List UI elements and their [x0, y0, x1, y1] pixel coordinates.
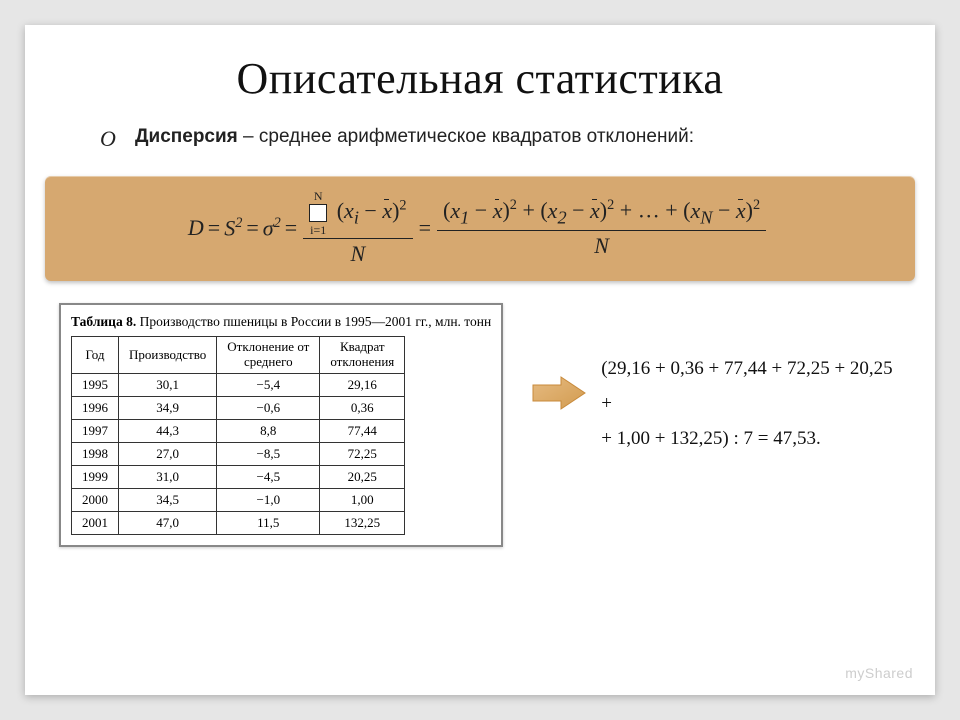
table-cell: 2001	[72, 512, 119, 535]
calculation-area: (29,16 + 0,36 + 77,44 + 72,25 + 20,25 + …	[531, 303, 915, 456]
table-cell: −4,5	[217, 466, 320, 489]
table-caption: Таблица 8. Производство пшеницы в России…	[71, 313, 491, 331]
watermark: myShared	[845, 665, 913, 681]
table-header: Отклонение отсреднего	[217, 337, 320, 374]
frac-expanded: (x1 − x)2 + (x2 − x)2 + … + (xN − x)2 N	[437, 197, 766, 259]
sum-icon: N i=1	[309, 190, 327, 236]
page-title: Описательная статистика	[25, 25, 935, 116]
table-cell: 77,44	[320, 420, 405, 443]
table-cell: 31,0	[119, 466, 217, 489]
table-cell: 27,0	[119, 443, 217, 466]
table-cell: 29,16	[320, 374, 405, 397]
slide: Описательная статистика O Дисперсия – ср…	[25, 25, 935, 695]
table-row: 199827,0−8,572,25	[72, 443, 405, 466]
table-cell: 8,8	[217, 420, 320, 443]
table-row: 199744,38,877,44	[72, 420, 405, 443]
formula-lhs: D = S2 = σ2 =	[188, 215, 297, 241]
table-cell: 34,5	[119, 489, 217, 512]
table-cell: 1996	[72, 397, 119, 420]
table-cell: 30,1	[119, 374, 217, 397]
table-cell: −8,5	[217, 443, 320, 466]
calc-line-2: + 1,00 + 132,25) : 7 = 47,53.	[601, 421, 895, 456]
data-table-box: Таблица 8. Производство пшеницы в России…	[59, 303, 503, 547]
frac-sum: N i=1 (xi − x)2 N	[303, 190, 412, 267]
table-cell: 47,0	[119, 512, 217, 535]
table-cell: 72,25	[320, 443, 405, 466]
table-cell: 132,25	[320, 512, 405, 535]
sym-sigma: σ2	[263, 215, 281, 241]
table-cell: 44,3	[119, 420, 217, 443]
table-cell: 0,36	[320, 397, 405, 420]
arrow-icon	[531, 373, 587, 413]
table-cell: 34,9	[119, 397, 217, 420]
table-cell: 1995	[72, 374, 119, 397]
bullet-icon: O	[100, 124, 116, 154]
sym-S: S2	[224, 215, 242, 241]
table-cell: 1998	[72, 443, 119, 466]
bottom-row: Таблица 8. Производство пшеницы в России…	[25, 297, 935, 547]
definition-text: – среднее арифметическое квадратов откло…	[238, 126, 694, 147]
definition-term: Дисперсия	[135, 126, 238, 147]
table-cell: 1999	[72, 466, 119, 489]
table-header: Год	[72, 337, 119, 374]
table-header: Квадратотклонения	[320, 337, 405, 374]
table-cell: 1997	[72, 420, 119, 443]
table-cell: −1,0	[217, 489, 320, 512]
table-row: 199634,9−0,60,36	[72, 397, 405, 420]
table-cell: 11,5	[217, 512, 320, 535]
table-cell: −0,6	[217, 397, 320, 420]
table-cell: −5,4	[217, 374, 320, 397]
table-header: Производство	[119, 337, 217, 374]
data-table: ГодПроизводствоОтклонение отсреднегоКвад…	[71, 336, 405, 535]
table-row: 200147,011,5132,25	[72, 512, 405, 535]
table-row: 199931,0−4,520,25	[72, 466, 405, 489]
table-cell: 2000	[72, 489, 119, 512]
definition-line: O Дисперсия – среднее арифметическое ква…	[25, 116, 935, 158]
calc-line-1: (29,16 + 0,36 + 77,44 + 72,25 + 20,25 +	[601, 351, 895, 421]
variance-formula: D = S2 = σ2 = N i=1 (xi − x)2 N = (x1 − …	[45, 176, 915, 281]
sym-D: D	[188, 215, 204, 241]
calculation-text: (29,16 + 0,36 + 77,44 + 72,25 + 20,25 + …	[601, 339, 915, 456]
table-cell: 20,25	[320, 466, 405, 489]
table-cell: 1,00	[320, 489, 405, 512]
table-row: 200034,5−1,01,00	[72, 489, 405, 512]
table-row: 199530,1−5,429,16	[72, 374, 405, 397]
